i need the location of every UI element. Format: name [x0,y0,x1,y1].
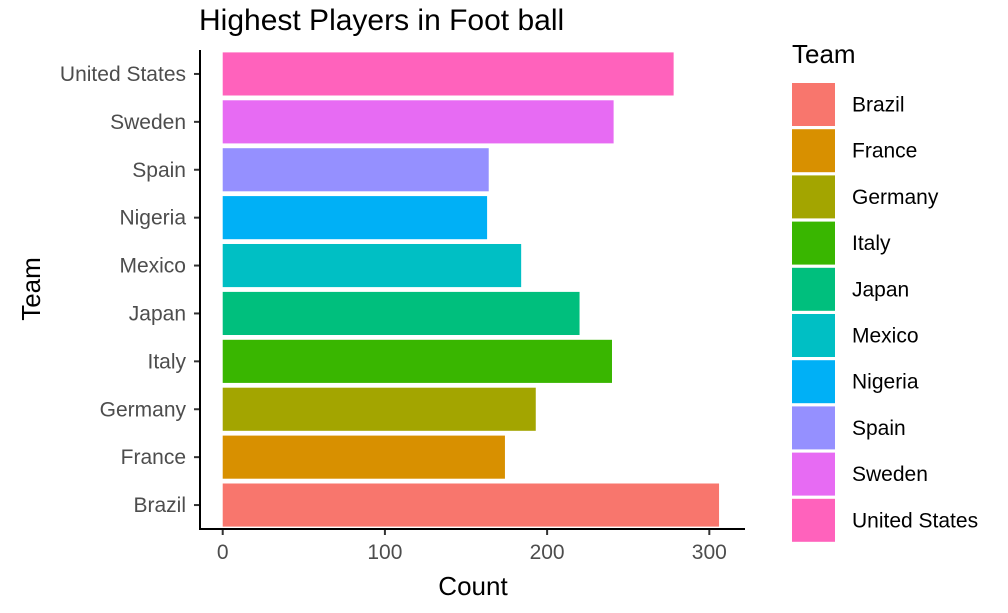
legend-key [792,267,835,311]
legend-key [792,83,835,126]
legend-label: France [852,140,917,163]
bar-italy [222,339,612,383]
y-axis-title: Team [16,257,46,321]
y-tick-label: Sweden [110,111,186,134]
x-tick-label: 300 [692,541,727,564]
y-tick-label: France [121,446,186,469]
legend-key [792,129,835,173]
legend-key [792,498,835,542]
legend-key [792,314,835,357]
legend-label: Italy [852,232,891,255]
x-tick-label: 0 [217,541,229,564]
bar-germany [222,387,536,431]
legend-label: Sweden [852,463,928,486]
y-tick-label: Brazil [133,494,186,517]
bar-nigeria [222,196,488,240]
y-tick-label: Nigeria [119,207,186,230]
legend-title: Team [792,39,856,69]
legend-label: United States [852,509,978,532]
y-axis-ticks: Brazil France Germany Italy Japan Mexico Niger… [60,63,200,517]
y-tick-label: Italy [147,350,186,373]
legend-key [792,175,835,219]
y-tick-label: Germany [100,398,187,421]
bar-spain [222,148,489,192]
x-axis-title: Count [438,571,508,601]
legend-label: Brazil [852,94,905,117]
bar-japan [222,291,580,336]
y-tick-label: Japan [129,302,186,325]
legend-key [792,406,835,450]
legend-key [792,360,835,404]
bar-france [222,435,505,479]
x-axis-ticks: 0 100 200 300 [217,529,727,564]
y-tick-label: United States [60,63,186,86]
bars-group [222,52,720,527]
bar-united-states [222,52,674,96]
x-tick-label: 100 [367,541,402,564]
y-tick-label: Spain [132,159,186,182]
legend-key [792,452,835,496]
legend-label: Nigeria [852,371,919,394]
x-tick-label: 200 [530,541,565,564]
legend-label: Japan [852,278,909,301]
y-tick-label: Mexico [119,255,186,278]
legend-key [792,221,835,265]
bar-sweden [222,100,614,144]
legend: Brazil France Germany Italy Japan Mexico Niger… [792,83,978,542]
legend-label: Germany [852,186,939,209]
legend-label: Spain [852,417,906,440]
chart-title: Highest Players in Foot ball [199,4,564,37]
legend-label: Mexico [852,325,919,348]
bar-mexico [222,243,522,288]
bar-brazil [222,483,720,527]
